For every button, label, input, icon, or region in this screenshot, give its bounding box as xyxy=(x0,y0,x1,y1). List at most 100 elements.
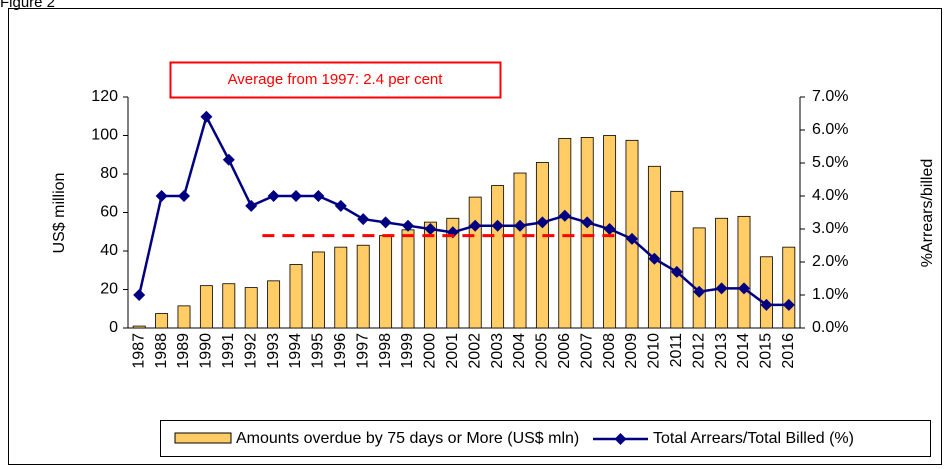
bar xyxy=(737,215,751,329)
bar xyxy=(782,246,796,329)
marker xyxy=(648,252,661,265)
x-tick-label: 2015 xyxy=(758,333,775,369)
bar xyxy=(199,285,213,329)
marker xyxy=(469,219,482,232)
legend-marker xyxy=(614,433,627,445)
bar xyxy=(513,172,527,329)
x-tick-label: 2005 xyxy=(534,333,551,369)
marker xyxy=(491,219,504,232)
marker xyxy=(738,282,750,295)
marker xyxy=(693,285,706,298)
marker xyxy=(581,216,594,229)
marker xyxy=(715,282,728,295)
bar xyxy=(670,190,684,329)
bar xyxy=(580,137,594,329)
bar xyxy=(468,196,482,329)
annotation: Average from 1997: 2.4 per cent xyxy=(228,71,444,88)
marker xyxy=(402,219,414,232)
x-tick-label: 1988 xyxy=(153,333,170,369)
bar xyxy=(222,283,236,329)
legend xyxy=(160,420,931,457)
bar xyxy=(177,305,191,329)
x-tick-label: 2003 xyxy=(489,333,506,369)
bar xyxy=(759,256,773,329)
bar xyxy=(155,313,169,329)
bar xyxy=(311,251,325,329)
marker xyxy=(334,199,347,212)
x-tick-label: 1994 xyxy=(287,333,304,369)
marker xyxy=(782,298,795,311)
y-tick-label: 100 xyxy=(91,127,118,144)
marker xyxy=(267,190,280,202)
x-tick-label: 2007 xyxy=(578,333,595,369)
marker xyxy=(222,153,235,166)
y2-tick-label: 4.0% xyxy=(812,187,848,204)
bar xyxy=(267,280,281,329)
legend-label: Amounts overdue by 75 days or More (US$ … xyxy=(236,430,579,447)
x-tick-label: 2011 xyxy=(668,333,685,368)
marker xyxy=(424,223,437,235)
y-tick-label: 40 xyxy=(100,242,118,259)
marker xyxy=(155,190,168,202)
x-tick-label: 2006 xyxy=(556,333,573,369)
legend-swatch xyxy=(174,432,232,444)
y2-tick-label: 3.0% xyxy=(812,220,848,237)
y2-tick-label: 2.0% xyxy=(812,253,848,270)
bar xyxy=(356,244,370,329)
x-tick-label: 1993 xyxy=(265,333,282,369)
y-tick-label: 80 xyxy=(100,165,118,182)
x-tick-label: 1992 xyxy=(242,333,259,369)
marker xyxy=(670,265,683,278)
y-tick-label: 60 xyxy=(100,204,118,221)
marker xyxy=(290,190,302,202)
x-tick-label: 2012 xyxy=(690,333,707,369)
figure-label: Figure 2 xyxy=(0,0,55,11)
marker xyxy=(514,219,526,232)
x-tick-label: 2001 xyxy=(444,333,461,369)
x-tick-label: 1990 xyxy=(198,333,215,369)
y-axis-title: US$ million xyxy=(51,173,68,254)
marker xyxy=(536,216,549,229)
x-tick-label: 1989 xyxy=(175,333,192,369)
marker xyxy=(379,216,392,229)
x-tick-label: 1997 xyxy=(354,333,371,369)
bar xyxy=(401,229,415,329)
x-tick-label: 1999 xyxy=(399,333,416,369)
x-tick-label: 1998 xyxy=(377,333,394,369)
marker xyxy=(200,110,213,123)
legend-label: Total Arrears/Total Billed (%) xyxy=(653,430,854,447)
marker xyxy=(558,209,571,222)
x-tick-label: 2008 xyxy=(601,333,618,369)
marker xyxy=(626,232,638,245)
bar xyxy=(558,137,572,329)
y2-tick-label: 7.0% xyxy=(812,88,848,105)
x-tick-label: 2009 xyxy=(623,333,640,369)
y2-axis-title: %Arrears/billed xyxy=(919,159,936,267)
y-tick-label: 0 xyxy=(109,319,118,336)
bar xyxy=(647,165,661,329)
bar xyxy=(244,287,258,329)
bar xyxy=(692,227,706,329)
annotation-box xyxy=(169,61,502,99)
x-tick-label: 1996 xyxy=(332,333,349,369)
chart-frame xyxy=(8,8,942,465)
y2-tick-label: 5.0% xyxy=(812,154,848,171)
bar xyxy=(334,246,348,329)
marker xyxy=(312,190,325,202)
marker xyxy=(133,289,146,301)
x-tick-label: 2010 xyxy=(646,333,663,369)
marker xyxy=(603,223,616,235)
bar xyxy=(715,217,729,329)
y-tick-label: 120 xyxy=(91,88,118,105)
x-tick-label: 1987 xyxy=(130,333,147,369)
bar xyxy=(491,185,505,329)
line xyxy=(137,113,789,307)
x-tick-label: 2014 xyxy=(735,333,752,369)
bar xyxy=(423,221,437,329)
bar xyxy=(289,264,303,329)
x-tick-label: 2004 xyxy=(511,333,528,369)
x-tick-label: 2002 xyxy=(466,333,483,369)
marker xyxy=(760,298,773,311)
x-tick-label: 2000 xyxy=(422,333,439,369)
x-tick-label: 1991 xyxy=(220,333,237,369)
